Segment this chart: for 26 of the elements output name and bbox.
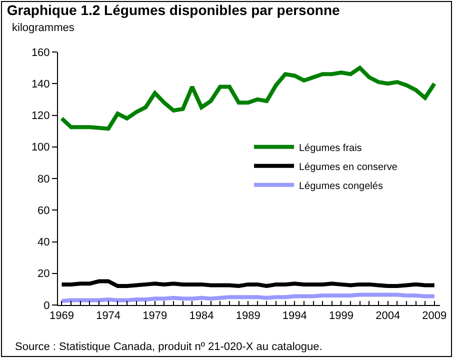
x-tick-label: 1969: [49, 310, 74, 322]
line-series: [60, 66, 436, 131]
y-tick-label: 140: [31, 78, 50, 90]
source-note: Source : Statistique Canada, produit nº 21-020-X au catalogue.: [15, 341, 322, 353]
x-tick-label: 1994: [282, 310, 307, 322]
y-tick-label: 0: [44, 300, 50, 312]
x-tick-label: 1989: [236, 310, 260, 322]
x-tick-label: 1979: [142, 310, 168, 322]
y-tick-label: 120: [31, 110, 50, 122]
x-tick-label: 1984: [189, 310, 214, 322]
y-tick-label: 60: [38, 204, 50, 217]
y-axis-title: kilogrammes: [12, 22, 75, 34]
x-tick-label: 1999: [329, 310, 354, 322]
x-tick-label: 1974: [96, 310, 121, 322]
legend-label: Légumes en conserve: [299, 162, 398, 173]
y-tick-label: 40: [38, 236, 50, 249]
chart-title: Graphique 1.2 Légumes disponibles par personne: [6, 2, 340, 18]
legend-label: Légumes congelés: [299, 180, 383, 192]
line-series: [60, 292, 436, 304]
x-tick-label: 2009: [422, 310, 447, 322]
y-tick-label: 80: [38, 173, 50, 186]
y-tick-label: 100: [31, 142, 50, 154]
y-tick-label: 160: [31, 46, 50, 59]
legend-label: Légumes frais: [299, 142, 362, 154]
y-tick-label: 20: [38, 268, 50, 280]
x-tick-label: 2004: [376, 310, 400, 322]
